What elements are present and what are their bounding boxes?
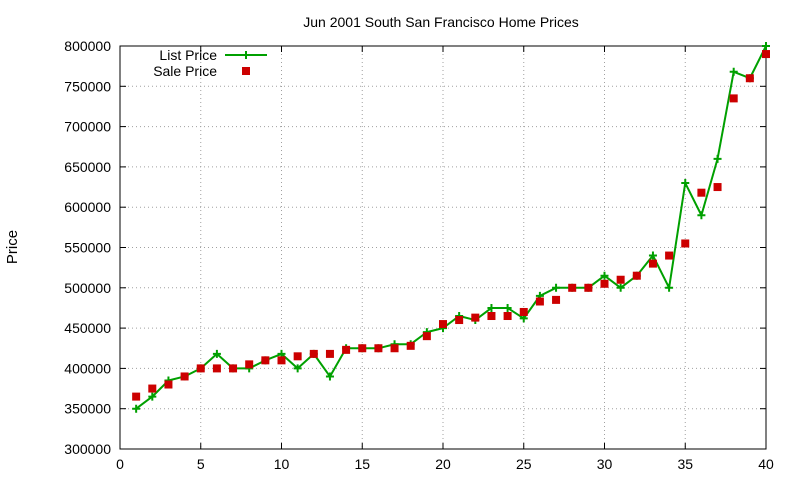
sale-price-point [697,188,706,197]
legend-sale-price-swatch [242,67,250,75]
list-price-point [552,283,561,292]
y-axis-label: Price [4,230,21,264]
sale-price-point [681,239,690,248]
x-tick-label: 35 [677,456,693,472]
sale-price-point [342,345,351,354]
list-price-point [762,42,770,50]
y-tick-label: 600000 [64,199,111,215]
legend-sale-price-label: Sale Price [153,63,217,79]
sale-price-point [487,312,496,321]
list-price-point [729,67,738,76]
sale-price-point [406,341,415,350]
sale-price-point [374,344,383,353]
y-tick-label: 450000 [64,320,111,336]
sale-price-point [455,316,464,325]
sale-price-point [584,283,593,292]
sale-price-point [229,364,238,373]
y-tick-label: 650000 [64,159,111,175]
sale-price-point [665,251,674,260]
list-price-point [503,303,512,312]
sale-price-point [422,332,431,341]
sale-price-point [471,313,480,322]
sale-price-point [713,183,722,192]
x-tick-label: 20 [435,456,451,472]
plot-frame [119,45,767,450]
sale-price-point [132,392,141,401]
list-price-point [212,349,221,358]
list-price-point [148,392,157,401]
x-tick-label: 15 [354,456,370,472]
chart-title: Jun 2001 South San Francisco Home Prices [303,14,578,30]
sale-price-point [745,74,754,83]
sale-price-point [439,320,447,329]
y-tick-label: 500000 [64,280,111,296]
list-price-point [681,179,690,188]
y-tick-label: 700000 [64,119,111,135]
sale-price-point [729,94,738,103]
axis-ticks: 0 5 10 15 20 25 30 35 40 300000 350000 400000 450000… [64,38,774,472]
x-tick-label: 25 [516,456,532,472]
list-price-line [135,45,767,410]
sale-price-point [503,312,512,321]
list-price-point [600,271,609,280]
sale-price-point [212,364,221,373]
list-price-point [713,154,722,163]
list-price-point [648,251,657,260]
sale-price-point [309,349,318,358]
sale-price-point [648,259,657,268]
sale-price-point [519,307,528,316]
y-tick-label: 350000 [64,401,111,417]
x-tick-label: 0 [116,456,124,472]
sale-price-point [390,344,399,353]
sale-price-point [164,380,173,389]
sale-price-point [762,50,770,59]
list-price-point [697,211,706,220]
sale-price-point [552,295,561,304]
list-price-point [293,364,302,373]
sale-price-point [148,384,157,393]
legend-list-price-label: List Price [159,47,217,63]
list-price-point [132,404,141,413]
sale-price-point [600,279,609,288]
list-price-series [132,42,770,413]
y-tick-label: 300000 [64,441,111,457]
sale-price-point [293,352,302,361]
x-tick-label: 40 [758,456,774,472]
sale-price-point [632,271,641,280]
sale-price-point [325,349,334,358]
sale-price-point [196,364,205,373]
y-tick-label: 550000 [64,240,111,256]
grid [120,46,766,449]
x-tick-label: 5 [197,456,205,472]
sale-price-point [180,372,189,381]
x-tick-label: 10 [274,456,290,472]
list-price-point [616,283,625,292]
list-price-point [665,283,674,292]
sale-price-point [245,360,254,369]
sale-price-point [568,283,577,292]
list-price-point [325,372,334,381]
sale-price-point [535,297,544,306]
y-tick-label: 400000 [64,360,111,376]
sale-price-series [132,50,770,401]
x-tick-label: 30 [597,456,613,472]
y-tick-label: 800000 [64,38,111,54]
sale-price-point [261,356,270,365]
sale-price-point [277,356,286,365]
list-price-point [487,303,496,312]
sale-price-point [358,344,367,353]
y-tick-label: 750000 [64,78,111,94]
sale-price-point [616,275,625,284]
legend: List Price Sale Price [153,47,267,79]
legend-list-price-marker [242,51,250,59]
